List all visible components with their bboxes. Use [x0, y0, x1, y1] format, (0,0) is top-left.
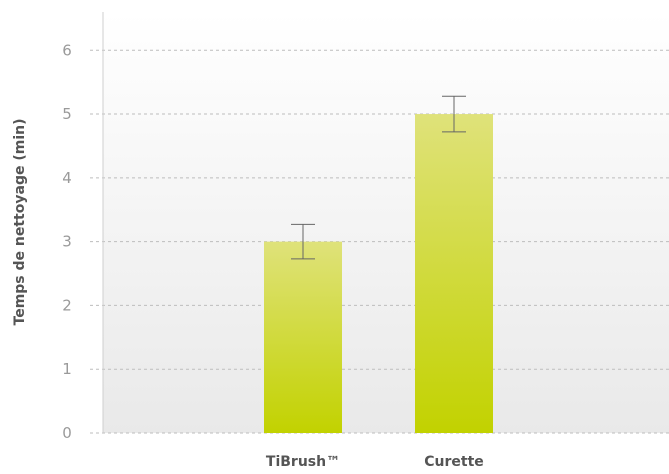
bars — [264, 114, 493, 433]
y-axis-title: Temps de nettoyage (min) — [12, 119, 28, 326]
y-tick-label: 2 — [62, 296, 72, 314]
x-category-label: TiBrush™ — [266, 454, 340, 470]
x-category-labels: TiBrush™ Curette — [266, 454, 484, 470]
plot-background — [103, 12, 669, 433]
y-tick-label: 1 — [62, 360, 72, 378]
y-tick-labels: 0 1 2 3 4 5 6 — [62, 41, 72, 442]
y-tick-label: 3 — [62, 233, 72, 251]
y-tick-label: 6 — [62, 41, 72, 59]
y-tick-label: 0 — [62, 424, 72, 442]
gridlines — [90, 49, 669, 434]
error-bars — [291, 95, 466, 260]
bar — [415, 114, 493, 433]
y-tick-label: 4 — [62, 169, 72, 187]
bar — [264, 241, 342, 433]
y-tick-label: 5 — [62, 105, 72, 123]
x-category-label: Curette — [424, 454, 484, 470]
